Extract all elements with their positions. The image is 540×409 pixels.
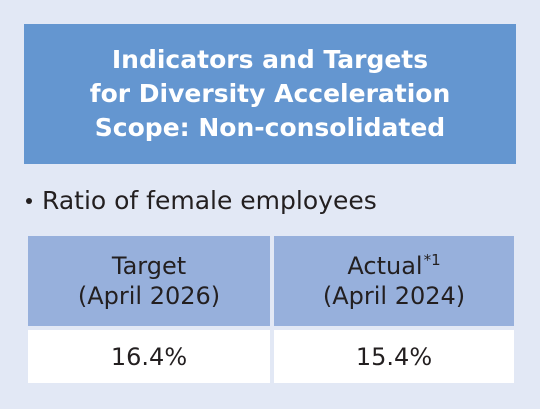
target-column-header: Target (April 2026): [28, 236, 270, 326]
actual-value-cell: 15.4%: [274, 330, 514, 383]
target-value-cell: 16.4%: [28, 330, 270, 383]
actual-period: (April 2024): [322, 282, 466, 310]
header-title-line-2: for Diversity Acceleration: [89, 79, 451, 108]
actual-heading-line: Actual*1: [347, 251, 440, 281]
section-heading: Ratio of female employees: [26, 180, 377, 220]
target-period: (April 2026): [77, 282, 221, 310]
header-scope-line: Scope: Non-consolidated: [94, 113, 446, 142]
actual-value: 15.4%: [355, 342, 433, 371]
target-value: 16.4%: [110, 342, 188, 371]
actual-footnote-marker: *1: [423, 251, 441, 269]
header-title-line-1: Indicators and Targets: [111, 45, 429, 74]
section-heading-text: Ratio of female employees: [42, 185, 377, 215]
target-heading: Target: [111, 252, 187, 280]
panel-header: Indicators and Targets for Diversity Acc…: [24, 24, 516, 164]
actual-heading: Actual: [347, 252, 423, 280]
bullet-icon: [26, 198, 32, 204]
actual-column-header: Actual*1 (April 2024): [274, 236, 514, 326]
